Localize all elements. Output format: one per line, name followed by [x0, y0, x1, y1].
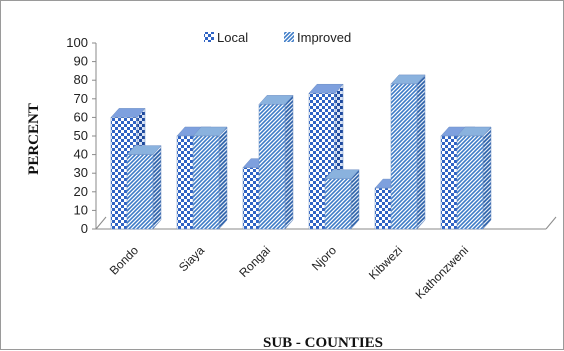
- y-axis-title: PERCENT: [26, 103, 42, 175]
- x-tick-label: Kibwezi: [366, 243, 405, 282]
- bar-front-face: [126, 154, 154, 230]
- y-tick-label: 10: [74, 202, 88, 217]
- legend-swatch-local: [204, 32, 214, 42]
- y-tick-label: 50: [74, 128, 88, 143]
- bar-improved-siaya: [192, 126, 228, 230]
- bar-improved-rongai: [258, 94, 294, 230]
- x-tick-label: Bondo: [107, 243, 142, 278]
- bar-front-face: [258, 104, 286, 230]
- bar-side-face: [218, 126, 228, 230]
- bar-improved-kibwezi: [390, 74, 426, 230]
- bars: [110, 74, 492, 230]
- bar-front-face: [390, 83, 418, 230]
- floor-left-edge: [95, 216, 107, 230]
- bar-side-face: [482, 126, 492, 230]
- bar-improved-kathonzweni: [456, 126, 492, 230]
- y-tick-label: 100: [66, 35, 88, 50]
- legend-swatch-improved: [284, 32, 294, 42]
- bar-front-face: [192, 135, 220, 230]
- x-tick-labels: Bondo Siaya Rongai Njoro Kibwezi Kathonzweni: [107, 243, 471, 302]
- bar-side-face: [284, 94, 294, 230]
- bar-front-face: [324, 178, 352, 230]
- bar-improved-bondo: [126, 144, 162, 230]
- x-tick-label: Rongai: [236, 243, 273, 280]
- bar-side-face: [152, 144, 162, 230]
- x-tick-label: Kathonzweni: [413, 243, 471, 301]
- y-tick-label: 30: [74, 165, 88, 180]
- y-tick-label: 90: [74, 54, 88, 69]
- y-tick-label: 40: [74, 147, 88, 162]
- legend: Local Improved: [204, 30, 351, 45]
- y-tick-labels: 0 10 20 30 40 50 60 70 80 90 100: [66, 35, 96, 236]
- y-tick-label: 60: [74, 109, 88, 124]
- bar-front-face: [456, 135, 484, 230]
- y-tick-label: 80: [74, 72, 88, 87]
- y-tick-label: 70: [74, 91, 88, 106]
- x-axis-title: SUB - COUNTIES: [263, 335, 383, 351]
- x-tick-label: Njoro: [309, 243, 339, 273]
- legend-label-local: Local: [217, 30, 248, 45]
- legend-label-improved: Improved: [297, 30, 351, 45]
- x-tick-label: Siaya: [176, 243, 207, 274]
- bar-side-face: [350, 169, 360, 230]
- y-tick-label: 0: [81, 221, 88, 236]
- bar-side-face: [416, 74, 426, 230]
- floor-right-edge: [545, 216, 557, 230]
- y-tick-label: 20: [74, 184, 88, 199]
- bar-improved-njoro: [324, 169, 360, 230]
